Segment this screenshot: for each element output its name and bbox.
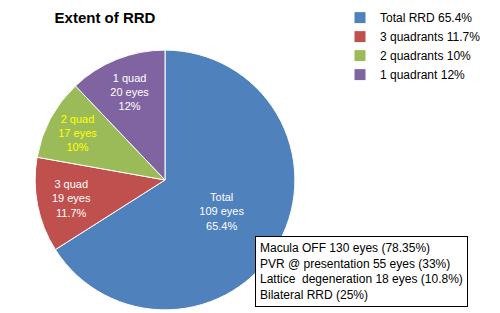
svg-text:3 quad19 eyes11.7%: 3 quad19 eyes11.7%	[52, 178, 91, 219]
svg-text:1 quad20 eyes12%: 1 quad20 eyes12%	[110, 72, 149, 113]
svg-text:3 quadrants 11.7%: 3 quadrants 11.7%	[380, 30, 480, 44]
svg-text:Total RRD 65.4%: Total RRD 65.4%	[380, 11, 472, 25]
svg-text:1 quadrant 12%: 1 quadrant 12%	[380, 68, 465, 82]
svg-text:Extent of RRD: Extent of RRD	[55, 9, 156, 26]
svg-text:2 quadrants 10%: 2 quadrants 10%	[380, 49, 471, 63]
svg-text:2 quad17 eyes10%: 2 quad17 eyes10%	[58, 113, 97, 154]
svg-text:Total109 eyes65.4%: Total109 eyes65.4%	[199, 191, 244, 232]
svg-text:Macula OFF 130 eyes (78.35%)PV: Macula OFF 130 eyes (78.35%)PVR @ presen…	[260, 241, 463, 302]
